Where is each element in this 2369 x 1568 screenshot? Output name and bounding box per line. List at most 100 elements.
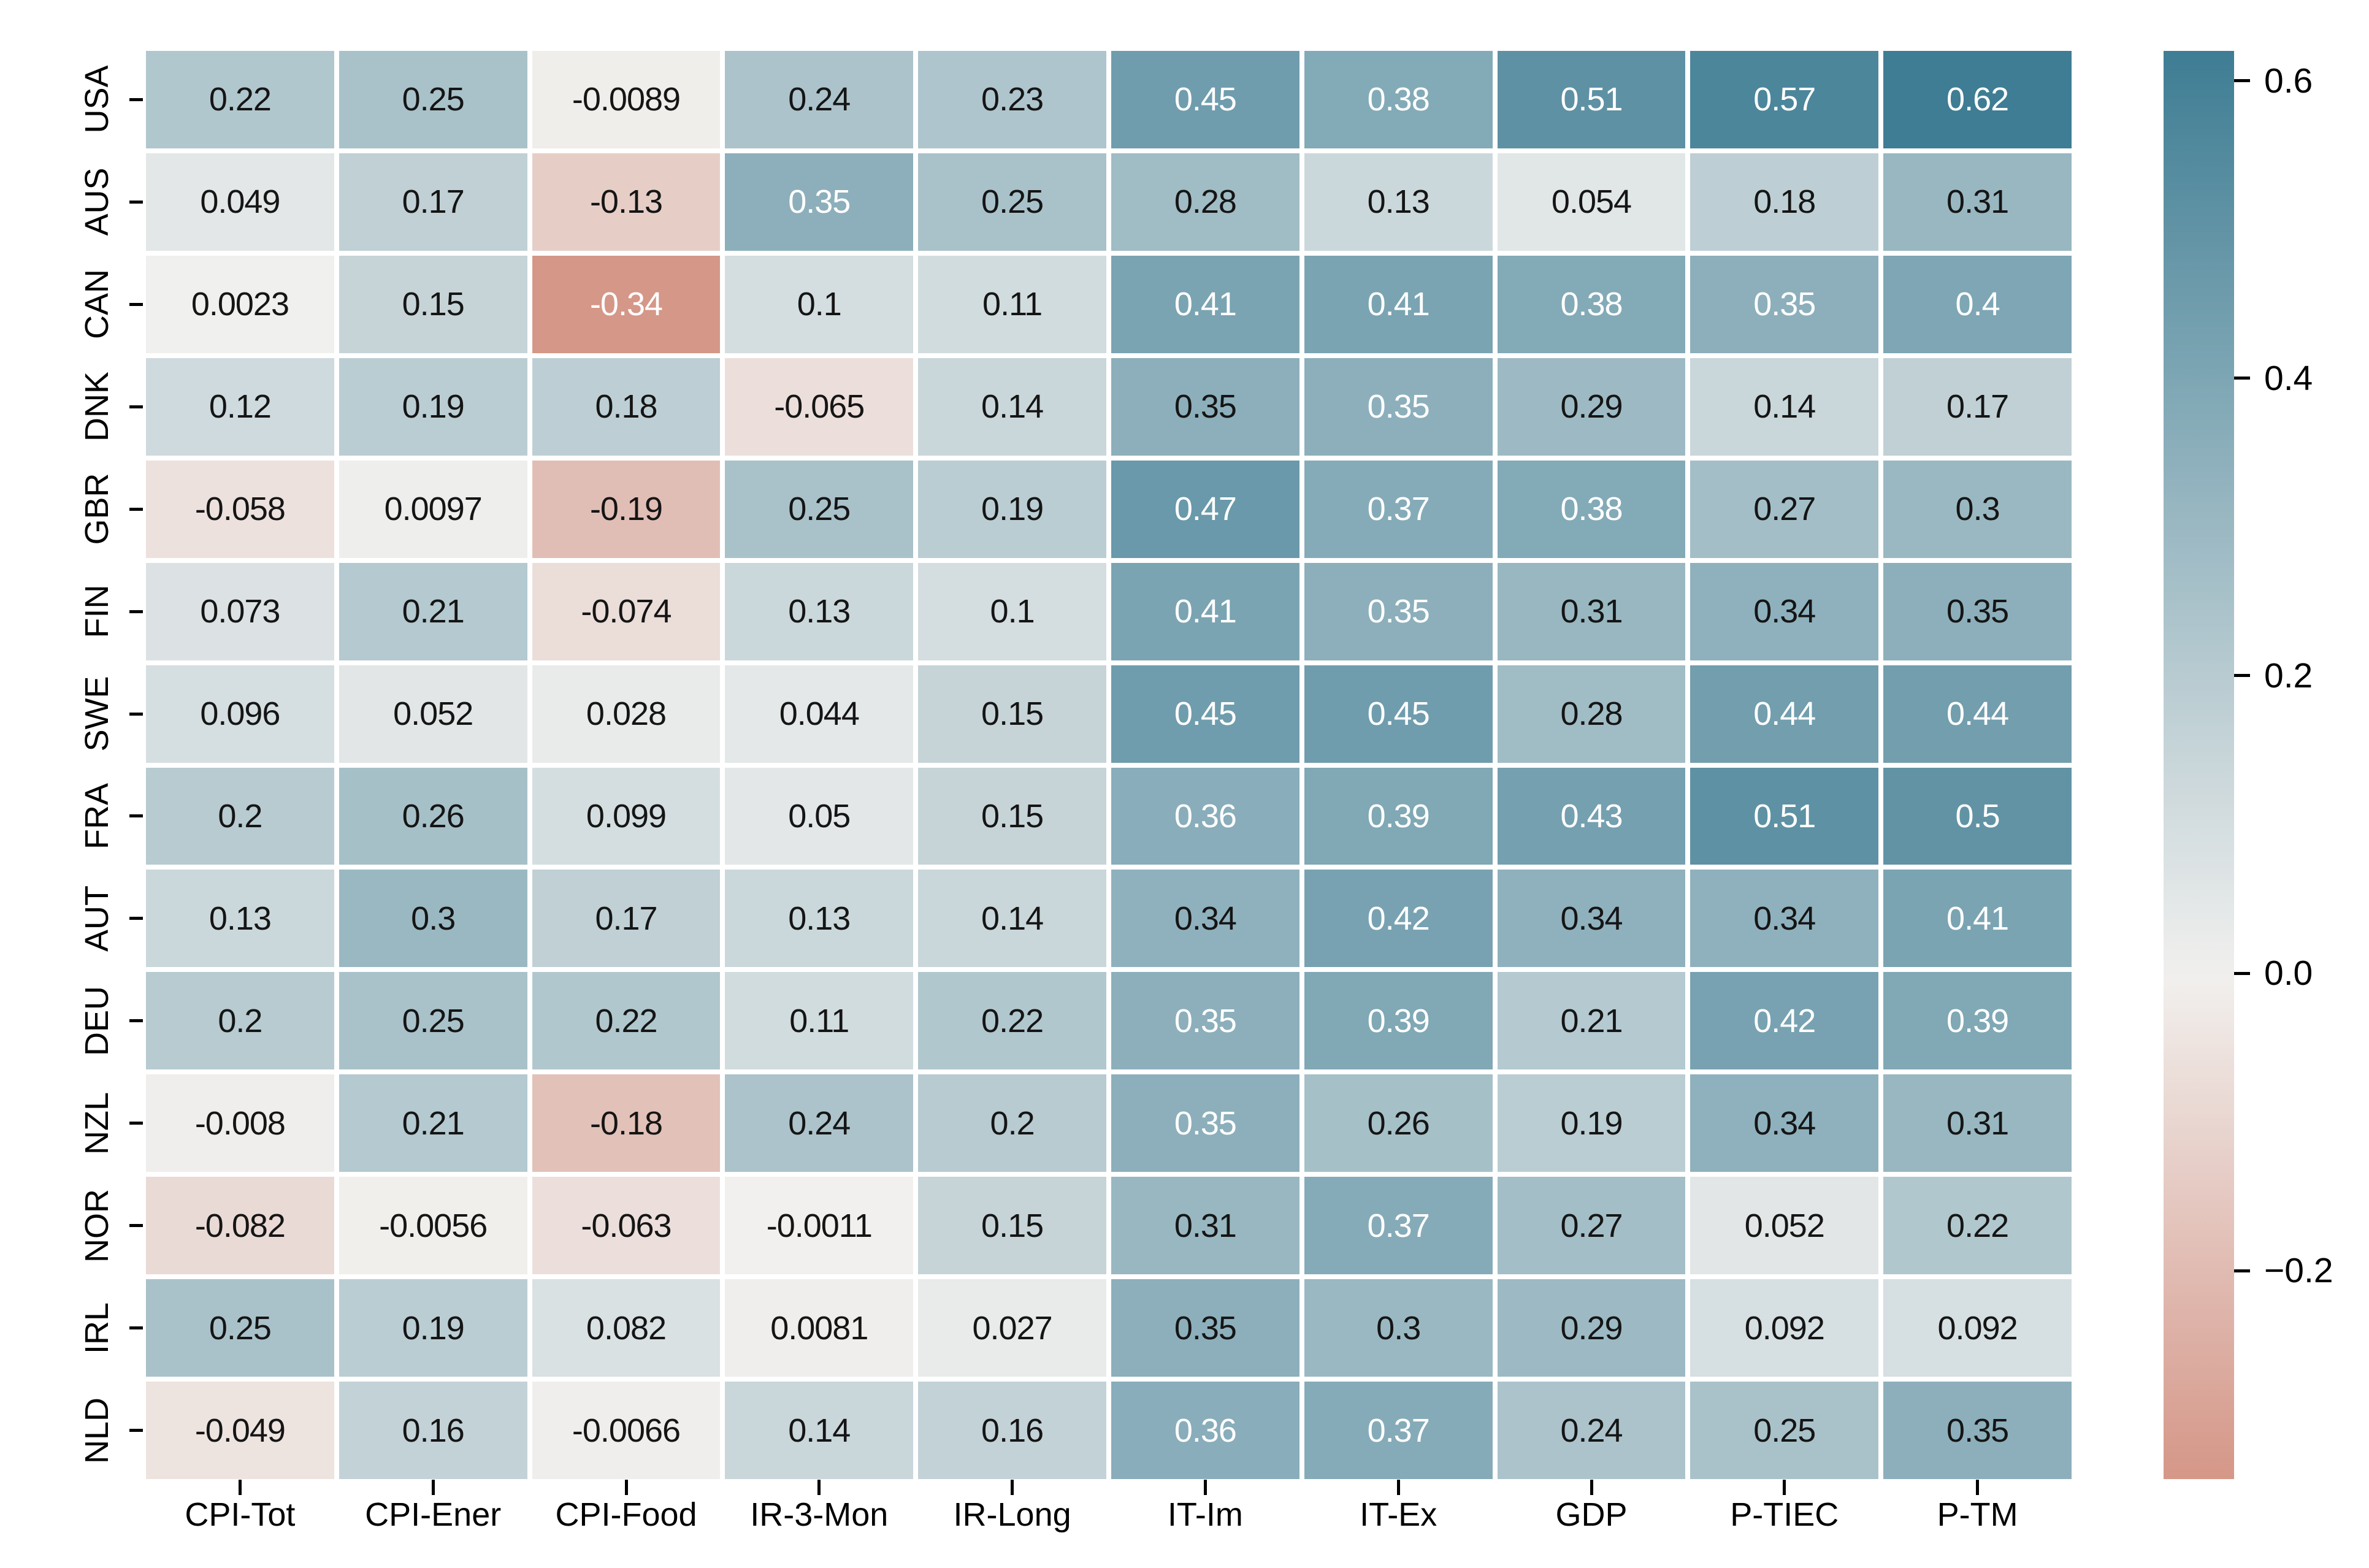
heatmap-cell: 0.41 (1111, 562, 1299, 660)
heatmap-cell: 0.43 (1497, 767, 1686, 865)
y-tick-mark (129, 610, 143, 613)
heatmap-cell: 0.15 (918, 767, 1106, 865)
heatmap-cell: 0.44 (1690, 665, 1879, 763)
heatmap-cell: 0.38 (1497, 255, 1686, 353)
heatmap-cell: -0.0089 (532, 51, 721, 148)
heatmap-cell: 0.35 (1304, 358, 1493, 456)
heatmap-cell: 0.044 (725, 665, 914, 763)
heatmap-cell: 0.35 (1111, 1074, 1299, 1172)
heatmap-cell: 0.37 (1304, 1382, 1493, 1479)
heatmap-cell: -0.34 (532, 255, 721, 353)
heatmap-cell: 0.19 (339, 1279, 527, 1377)
heatmap-cell: 0.15 (918, 665, 1106, 763)
x-tick-mark (1590, 1480, 1593, 1495)
heatmap-cell: 0.0097 (339, 460, 527, 558)
heatmap-cell: 0.19 (918, 460, 1106, 558)
y-tick-label: IRL (78, 1302, 115, 1354)
y-tick-mark (129, 1429, 143, 1432)
heatmap-cell: 0.21 (1497, 972, 1686, 1070)
heatmap-cell: 0.39 (1304, 972, 1493, 1070)
heatmap-cell: -0.19 (532, 460, 721, 558)
y-tick-label: FIN (78, 584, 115, 638)
heatmap-cell: 0.16 (918, 1382, 1106, 1479)
heatmap-cell: 0.57 (1690, 51, 1879, 148)
heatmap-cell: 0.31 (1497, 562, 1686, 660)
heatmap-cell: 0.14 (918, 870, 1106, 968)
heatmap-cell: 0.2 (146, 972, 334, 1070)
heatmap-cell: 0.054 (1497, 153, 1686, 251)
heatmap-cell: 0.24 (725, 51, 914, 148)
heatmap-cell: 0.35 (1883, 562, 2072, 660)
heatmap-cell: 0.35 (1304, 562, 1493, 660)
heatmap-cell: 0.26 (1304, 1074, 1493, 1172)
x-tick-mark (1011, 1480, 1014, 1495)
x-tick-label: P-TIEC (1730, 1496, 1839, 1533)
x-tick-mark (431, 1480, 435, 1495)
heatmap-cell: 0.41 (1883, 870, 2072, 968)
heatmap-cell: 0.38 (1497, 460, 1686, 558)
heatmap-cell: 0.24 (725, 1074, 914, 1172)
x-tick-label: CPI-Tot (185, 1496, 296, 1533)
y-tick-label: AUT (78, 885, 115, 952)
y-tick-mark (129, 917, 143, 920)
heatmap-cell: 0.28 (1497, 665, 1686, 763)
x-tick-label: GDP (1555, 1496, 1628, 1533)
heatmap-cell: 0.15 (918, 1177, 1106, 1275)
heatmap-cell: 0.25 (339, 51, 527, 148)
heatmap-cell: 0.21 (339, 1074, 527, 1172)
heatmap-cell: 0.25 (1690, 1382, 1879, 1479)
heatmap-cell: 0.25 (339, 972, 527, 1070)
heatmap-cell: 0.27 (1497, 1177, 1686, 1275)
heatmap-cell: 0.17 (532, 870, 721, 968)
y-tick-mark (129, 1224, 143, 1228)
y-tick-label: NZL (78, 1092, 115, 1155)
heatmap-cell: 0.35 (1111, 1279, 1299, 1377)
heatmap-cell: 0.4 (1883, 255, 2072, 353)
y-tick-label: FRA (78, 782, 115, 849)
heatmap-cell: 0.34 (1497, 870, 1686, 968)
heatmap-cell: 0.13 (1304, 153, 1493, 251)
heatmap-cell: 0.0081 (725, 1279, 914, 1377)
heatmap-cell: 0.1 (918, 562, 1106, 660)
heatmap-cell: 0.1 (725, 255, 914, 353)
x-tick-mark (238, 1480, 242, 1495)
heatmap-cell: -0.18 (532, 1074, 721, 1172)
heatmap-cell: 0.11 (918, 255, 1106, 353)
heatmap-cell: 0.22 (146, 51, 334, 148)
y-tick-mark (129, 1122, 143, 1125)
heatmap-cell: 0.31 (1111, 1177, 1299, 1275)
heatmap-cell: 0.41 (1111, 255, 1299, 353)
heatmap-cell: 0.29 (1497, 1279, 1686, 1377)
y-tick-label: USA (78, 65, 115, 134)
y-tick-mark (129, 405, 143, 408)
heatmap-cell: 0.26 (339, 767, 527, 865)
heatmap-cell: 0.51 (1497, 51, 1686, 148)
heatmap-cell: 0.13 (725, 562, 914, 660)
y-tick-label: SWE (78, 676, 115, 752)
y-tick-mark (129, 814, 143, 818)
heatmap-cell: 0.45 (1111, 665, 1299, 763)
x-tick-mark (1203, 1480, 1207, 1495)
heatmap-cell: 0.3 (339, 870, 527, 968)
x-tick-mark (1783, 1480, 1786, 1495)
heatmap-cell: 0.25 (146, 1279, 334, 1377)
heatmap-cell: 0.36 (1111, 1382, 1299, 1479)
heatmap-cell: 0.17 (339, 153, 527, 251)
y-tick-label: DEU (78, 985, 115, 1056)
x-tick-label: IT-Ex (1360, 1496, 1437, 1533)
x-tick-label: CPI-Ener (365, 1496, 502, 1533)
y-tick-label: GBR (78, 473, 115, 545)
heatmap-cell: 0.34 (1690, 870, 1879, 968)
heatmap-cell: 0.092 (1690, 1279, 1879, 1377)
y-tick-label: AUS (78, 167, 115, 236)
x-tick-label: IR-Long (953, 1496, 1071, 1533)
heatmap-cell: -0.0011 (725, 1177, 914, 1275)
colorbar-tick-mark (2234, 674, 2250, 678)
heatmap-cell: 0.19 (1497, 1074, 1686, 1172)
heatmap-cell: 0.11 (725, 972, 914, 1070)
heatmap-cell: 0.37 (1304, 1177, 1493, 1275)
heatmap-cell: 0.45 (1304, 665, 1493, 763)
heatmap-cell: 0.14 (725, 1382, 914, 1479)
colorbar-tick-label: 0.0 (2264, 954, 2313, 993)
heatmap-cell: 0.35 (1690, 255, 1879, 353)
